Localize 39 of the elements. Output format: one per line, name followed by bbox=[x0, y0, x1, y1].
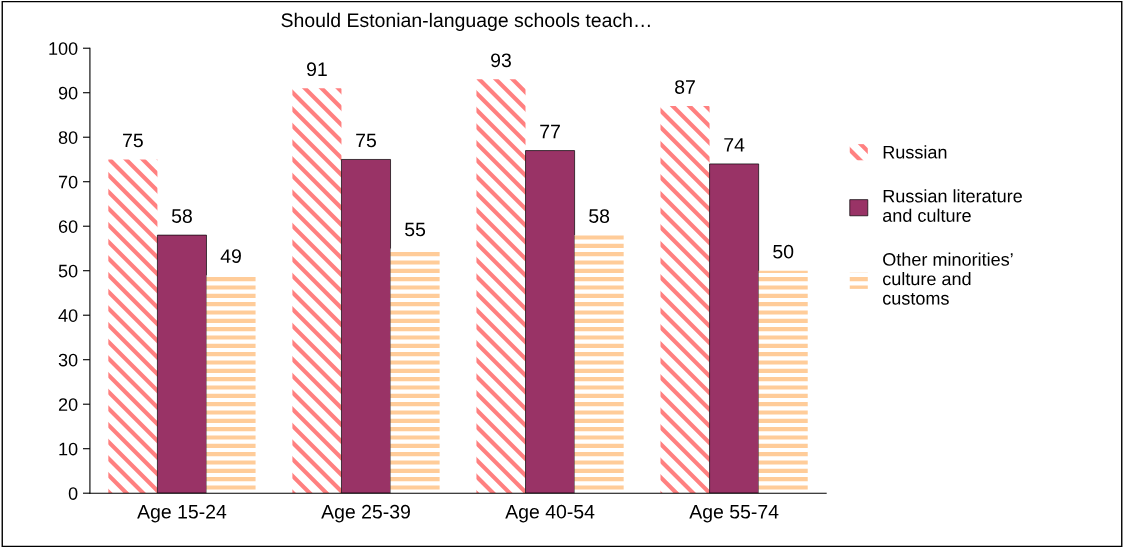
y-tick-label: 10 bbox=[59, 442, 78, 456]
chart-title: Should Estonian-language schools teach… bbox=[281, 12, 650, 31]
data-label: 58 bbox=[171, 209, 192, 223]
x-tick-label: Age 55-74 bbox=[689, 505, 779, 523]
data-label: 93 bbox=[491, 53, 511, 68]
bar bbox=[574, 235, 624, 494]
data-label: 91 bbox=[307, 62, 327, 77]
y-tick-label: 20 bbox=[58, 398, 78, 411]
data-label: 55 bbox=[405, 222, 426, 237]
legend-label: Russian bbox=[883, 145, 947, 159]
legend-label: Other minorities’ culture and customs bbox=[883, 252, 1013, 305]
x-tick-label: Age 15-24 bbox=[137, 504, 227, 523]
y-tick-label: 70 bbox=[58, 175, 78, 189]
bar bbox=[108, 159, 158, 494]
data-label: 87 bbox=[675, 80, 695, 94]
x-tick-label: Age 25-39 bbox=[321, 504, 410, 523]
bar bbox=[206, 275, 256, 494]
bar bbox=[292, 88, 342, 494]
data-label: 75 bbox=[356, 133, 376, 148]
y-tick-label: 50 bbox=[58, 264, 78, 278]
data-label: 50 bbox=[773, 244, 794, 259]
y-tick-label: 40 bbox=[58, 309, 78, 322]
bar bbox=[476, 79, 526, 494]
data-label: 75 bbox=[123, 133, 143, 148]
data-label: 74 bbox=[724, 138, 745, 152]
bar bbox=[390, 248, 440, 494]
y-tick-label: 80 bbox=[58, 131, 78, 144]
y-tick-label: 30 bbox=[58, 353, 78, 367]
legend-label: Russian literature and culture bbox=[883, 189, 1022, 222]
y-tick-label: 60 bbox=[58, 220, 78, 233]
data-label: 77 bbox=[540, 124, 560, 139]
data-label: 49 bbox=[220, 249, 241, 263]
y-tick-label: 100 bbox=[49, 42, 78, 55]
bar bbox=[660, 106, 710, 494]
y-tick-label: 0 bbox=[68, 487, 78, 500]
data-label: 58 bbox=[589, 209, 610, 223]
x-tick-label: Age 40-54 bbox=[505, 504, 595, 523]
bar bbox=[758, 270, 808, 494]
y-tick-label: 90 bbox=[58, 86, 78, 100]
